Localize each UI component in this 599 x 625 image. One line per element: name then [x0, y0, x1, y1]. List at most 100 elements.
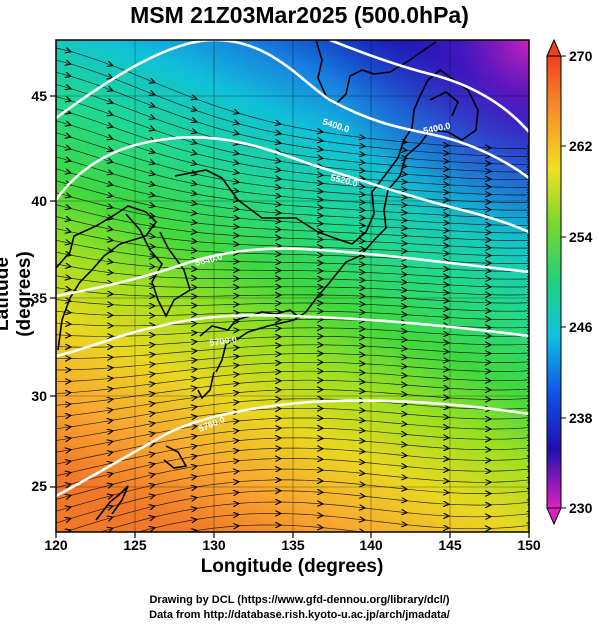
streamline: [56, 263, 529, 288]
streamline: [56, 275, 529, 296]
wind-arrow: [232, 421, 238, 422]
map-title: MSM 21Z03Mar2025 (500.0hPa): [130, 2, 469, 28]
streamline: [185, 524, 366, 532]
wind-arrow: [358, 507, 364, 508]
wind-arrow: [400, 524, 406, 525]
streamline: [56, 71, 529, 165]
wind-arrow: [106, 389, 112, 390]
x-tick-labels: 120 125 130 135 140 145 150: [44, 537, 541, 553]
streamline: [56, 96, 529, 181]
streamline: [56, 120, 529, 196]
wind-arrow: [232, 227, 238, 228]
credit-drawing: Drawing by DCL (https://www.gfd-dennou.o…: [149, 594, 450, 606]
wind-arrow: [274, 196, 280, 197]
streamline: [56, 370, 529, 394]
wind-arrow: [190, 222, 196, 223]
colorbar-min-arrow: [546, 507, 562, 526]
wind-arrow: [148, 539, 154, 541]
wind-arrow: [232, 209, 238, 210]
wind-arrow: [232, 431, 238, 432]
wind-arrow: [190, 351, 196, 352]
x-tick-label: 120: [44, 537, 68, 553]
colorbar-tick-label: 238: [569, 410, 593, 426]
wind-arrow: [190, 241, 196, 242]
streamline: [56, 344, 529, 359]
streamline: [56, 335, 529, 348]
wind-arrow: [358, 162, 364, 163]
wind-arrow: [316, 527, 322, 528]
streamline: [56, 59, 529, 157]
wind-arrow: [358, 154, 364, 155]
wind-arrow: [358, 420, 364, 421]
wind-arrow: [400, 366, 406, 367]
colorbar-max-arrow: [546, 38, 562, 57]
wind-arrow: [232, 383, 238, 384]
wind-arrow: [106, 378, 112, 379]
wind-arrow: [106, 551, 112, 553]
x-axis-label: Longitude (degrees): [200, 556, 384, 577]
x-tick-label: 150: [517, 537, 541, 553]
streamline: [56, 228, 529, 264]
wind-arrow: [358, 484, 364, 485]
streamline: [56, 427, 529, 465]
wind-arrow: [400, 466, 406, 467]
height-contours: [56, 40, 529, 498]
y-tick-labels: 25 30 35 40 45: [31, 88, 47, 494]
streamline: [56, 287, 529, 304]
credits: Drawing by DCL (https://www.gfd-dennou.o…: [0, 593, 599, 623]
wind-arrow: [232, 402, 238, 403]
streamline: [56, 447, 529, 488]
wind-arrow: [316, 183, 322, 184]
wind-arrow: [400, 182, 406, 183]
x-tick-label: 145: [438, 537, 462, 553]
wind-arrow: [400, 434, 406, 435]
y-tick-label: 45: [31, 88, 47, 104]
streamline: [56, 108, 529, 188]
wind-arrow: [274, 204, 280, 205]
wind-arrow: [358, 496, 364, 497]
wind-arrow: [232, 393, 238, 394]
wind-arrow: [232, 526, 238, 527]
streamline: [56, 458, 529, 500]
y-tick-label: 25: [31, 478, 47, 494]
wind-arrow: [232, 356, 238, 357]
wind-arrow: [190, 360, 196, 361]
wind-arrow: [190, 342, 196, 343]
wind-arrow: [232, 471, 238, 472]
colorbar-tick-label: 270: [569, 48, 593, 64]
wind-arrow: [190, 369, 196, 370]
streamline: [56, 204, 529, 249]
streamline: [56, 361, 529, 383]
streamline: [56, 389, 529, 418]
colorbar: 270 262 254 246 238 230: [546, 38, 593, 526]
wind-arrow: [232, 504, 238, 505]
wind-arrow: [400, 500, 406, 501]
wind-arrow: [400, 549, 406, 550]
wind-arrow: [106, 540, 112, 542]
wind-arrow: [358, 451, 364, 452]
x-tick-label: 130: [202, 537, 226, 553]
streamline: [56, 239, 529, 272]
wind-arrow: [358, 473, 364, 474]
colorbar-tick-label: 230: [569, 500, 593, 516]
wind-arrow: [400, 444, 406, 445]
wind-arrow: [148, 374, 154, 375]
wind-arrow: [400, 489, 406, 490]
streamline: [56, 180, 529, 234]
wind-arrow: [232, 515, 238, 516]
wind-arrow: [316, 539, 322, 540]
streamline: [137, 513, 529, 532]
y-axis-label: Latitude (degrees): [0, 251, 35, 337]
streamline: [56, 310, 529, 320]
wind-arrow: [148, 364, 154, 365]
x-tick-label: 135: [281, 537, 305, 553]
wind-arrow: [400, 414, 406, 415]
streamline: [56, 216, 529, 257]
wind-arrow: [232, 451, 238, 452]
wind-arrow: [148, 256, 154, 257]
wind-arrow: [274, 187, 280, 188]
contour-label: 5700.0: [209, 334, 238, 348]
y-tick-label: 35: [31, 290, 47, 306]
wind-arrow: [358, 430, 364, 431]
wind-arrow: [64, 416, 70, 417]
